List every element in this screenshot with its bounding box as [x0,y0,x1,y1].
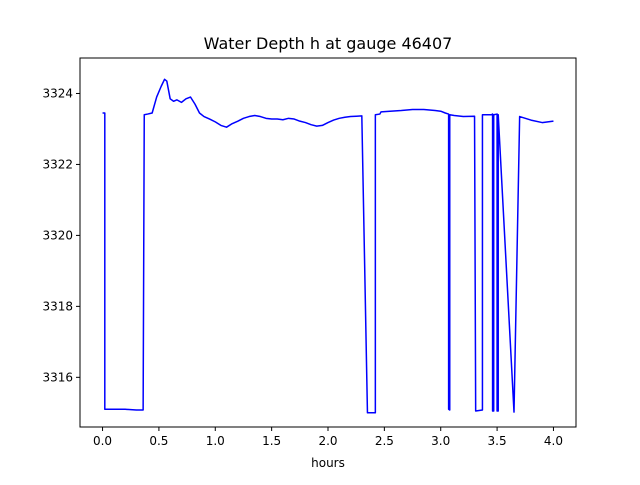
x-tick-label: 1.5 [262,434,281,448]
x-tick-label: 2.0 [318,434,337,448]
plot-frame [79,57,577,428]
y-tick-label: 3324 [42,86,73,100]
x-axis-label: hours [311,456,345,470]
x-tick-label: 2.5 [375,434,394,448]
series-line-0 [102,78,554,414]
x-tick-label: 1.0 [206,434,225,448]
series-layer [102,78,554,414]
chart-title: Water Depth h at gauge 46407 [204,34,453,53]
y-tick-label: 3318 [42,299,73,313]
plot-area [80,58,576,427]
x-axis-ticks: 0.0 0.5 1.0 1.5 2.0 2.5 3.0 3.5 4.0 [93,427,563,448]
x-tick-label: 3.5 [488,434,507,448]
y-tick-label: 3316 [42,370,73,384]
x-tick-label: 0.5 [149,434,168,448]
y-axis-ticks: 3316 3318 3320 3322 3324 [42,86,80,384]
y-tick-label: 3320 [42,228,73,242]
x-tick-label: 4.0 [544,434,563,448]
x-tick-label: 0.0 [93,434,112,448]
x-tick-label: 3.0 [431,434,450,448]
y-tick-label: 3322 [42,157,73,171]
